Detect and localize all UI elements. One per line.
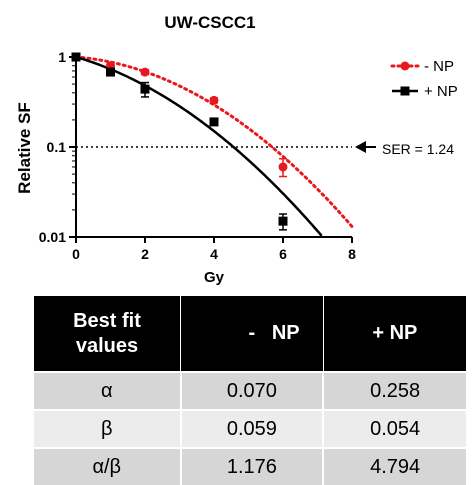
x-tick-label: 0 bbox=[72, 246, 80, 262]
table-cell: 0.054 bbox=[322, 409, 466, 448]
data-point bbox=[140, 84, 150, 94]
survival-chart: UW-CSCC1 Relative SF Gy 0 2 4 6 8 0.01 0.1 1 - … bbox=[15, 13, 458, 286]
y-axis-label: Relative SF bbox=[15, 102, 34, 194]
table-cell: α/β bbox=[34, 447, 181, 485]
ser-arrow-head bbox=[355, 141, 366, 153]
x-tick-label: 8 bbox=[348, 246, 356, 262]
ser-annotation: SER = 1.24 bbox=[382, 141, 454, 157]
table-cell: 0.258 bbox=[322, 371, 466, 410]
table-header-cell: + NP bbox=[322, 296, 466, 372]
x-tick-label: 2 bbox=[141, 246, 149, 262]
fit-curve bbox=[75, 55, 323, 237]
data-point bbox=[209, 95, 219, 105]
data-point bbox=[140, 67, 150, 77]
table-cell: 1.176 bbox=[179, 447, 324, 485]
table-header-cell: - NP bbox=[180, 296, 324, 372]
table-header-cell: Best fit values bbox=[34, 296, 181, 372]
legend: - NP + NP bbox=[390, 58, 458, 100]
fit-curve bbox=[74, 55, 354, 228]
table-cell: β bbox=[34, 409, 181, 448]
table-row: α 0.070 0.258 bbox=[34, 371, 466, 410]
data-point bbox=[209, 117, 219, 127]
y-tick-label: 0.1 bbox=[47, 139, 67, 155]
y-tick-label: 1 bbox=[58, 49, 66, 65]
data-point bbox=[71, 52, 81, 62]
legend-marker bbox=[400, 86, 410, 96]
table-cell: 0.070 bbox=[179, 371, 324, 410]
table-cell: α bbox=[34, 371, 181, 410]
x-tick-label: 6 bbox=[279, 246, 287, 262]
best-fit-table: Best fit values - NP + NP α 0.070 0.258 … bbox=[34, 296, 466, 485]
table-row: α/β 1.176 4.794 bbox=[34, 447, 466, 485]
y-tick-label: 0.01 bbox=[39, 229, 66, 245]
table-cell: 0.059 bbox=[179, 409, 324, 448]
chart-title: UW-CSCC1 bbox=[164, 13, 255, 32]
legend-label: + NP bbox=[424, 83, 458, 100]
data-point bbox=[278, 162, 288, 172]
plot-area: 0 2 4 6 8 0.01 0.1 1 bbox=[39, 49, 376, 262]
x-axis-label: Gy bbox=[204, 269, 225, 286]
data-point bbox=[106, 67, 115, 77]
ser-annotation-text: SER = 1.24 bbox=[382, 141, 454, 157]
legend-label: - NP bbox=[424, 58, 454, 75]
table-row: β 0.059 0.054 bbox=[34, 409, 466, 448]
table-cell: 4.794 bbox=[322, 447, 466, 485]
x-tick-label: 4 bbox=[210, 246, 218, 262]
legend-marker bbox=[400, 61, 410, 71]
data-point bbox=[278, 216, 288, 226]
table-header-row: Best fit values - NP + NP bbox=[34, 296, 466, 372]
